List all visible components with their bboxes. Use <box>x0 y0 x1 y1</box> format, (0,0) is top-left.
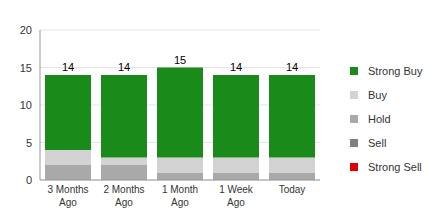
legend-swatch <box>350 139 358 147</box>
bar-segment <box>269 158 315 173</box>
x-tick-label-line: Ago <box>227 197 245 208</box>
bars <box>45 68 315 181</box>
bar-segment <box>213 75 259 158</box>
bar-segment <box>157 158 203 173</box>
x-tick-label-line: 3 Months <box>47 184 88 195</box>
total-label: 14 <box>230 61 242 73</box>
y-tick-label: 0 <box>26 174 32 186</box>
legend-label: Hold <box>368 113 391 125</box>
bar-segment <box>101 75 147 158</box>
x-axis <box>40 180 320 181</box>
x-tick-label: 1 Week Ago <box>219 184 254 208</box>
x-tick-label-line: Ago <box>115 197 133 208</box>
bar-segment <box>269 173 315 181</box>
grid-line <box>40 180 320 181</box>
x-tick-label-line: Ago <box>171 197 189 208</box>
x-tick-label: 1 Month Ago <box>162 184 198 208</box>
legend-label: Buy <box>368 89 387 101</box>
y-tick-label: 10 <box>20 99 32 111</box>
total-label: 15 <box>174 54 186 66</box>
total-label: 14 <box>286 61 298 73</box>
legend-label: Strong Buy <box>368 65 423 77</box>
total-label: 14 <box>118 61 130 73</box>
y-axis <box>40 30 41 180</box>
bar-segment <box>213 173 259 181</box>
total-label: 14 <box>62 61 74 73</box>
x-tick-label-line: 1 Month <box>162 184 198 195</box>
grid-line <box>40 30 320 31</box>
y-tick-label: 15 <box>20 62 32 74</box>
legend-label: Strong Sell <box>368 161 422 173</box>
x-tick-label: 2 Months Ago <box>103 184 144 208</box>
bar-segment <box>101 158 147 166</box>
x-tick-label: Today <box>279 184 306 195</box>
bar-segment <box>45 75 91 150</box>
x-tick-label: 3 Months Ago <box>47 184 88 208</box>
bar-segment <box>157 173 203 181</box>
bar-segment <box>213 158 259 173</box>
legend-label: Sell <box>368 137 386 149</box>
y-tick-label: 5 <box>26 137 32 149</box>
chart: 0 5 10 15 20 14 14 15 14 14 3 Months Ago 2 Months Ago… <box>0 0 440 220</box>
legend-swatch <box>350 91 358 99</box>
legend-swatch <box>350 115 358 123</box>
bar-segment <box>45 165 91 180</box>
x-tick-label-line: Today <box>279 184 306 195</box>
legend-swatch <box>350 67 358 75</box>
legend-swatch <box>350 163 358 171</box>
bar-segment <box>45 150 91 165</box>
x-tick-label-line: Ago <box>59 197 77 208</box>
bar-segment <box>101 165 147 180</box>
bar-segment <box>157 68 203 158</box>
y-tick-label: 20 <box>20 24 32 36</box>
x-tick-label-line: 1 Week <box>219 184 254 195</box>
x-tick-label-line: 2 Months <box>103 184 144 195</box>
bar-segment <box>269 75 315 158</box>
